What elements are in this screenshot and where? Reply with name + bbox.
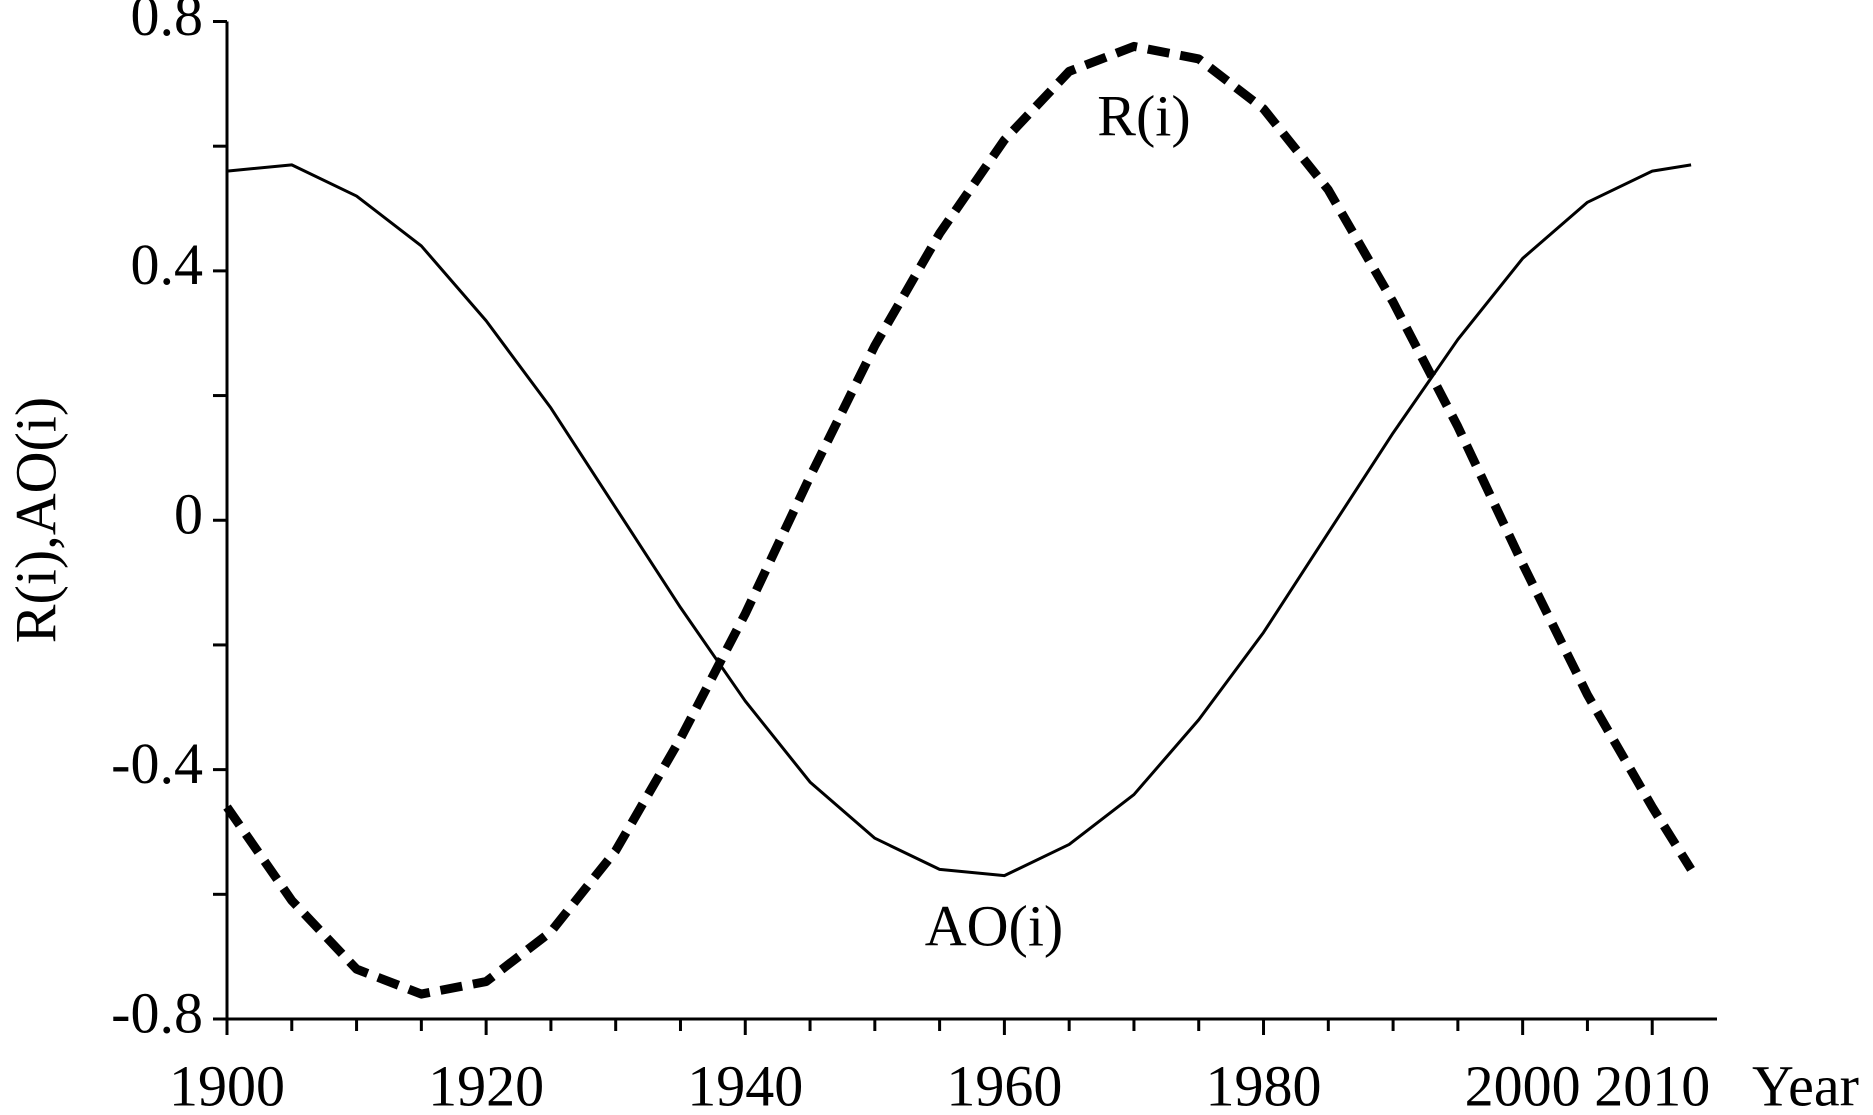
- x-axis-label: Year: [1752, 1053, 1859, 1115]
- x-tick-label: 1960: [946, 1053, 1062, 1115]
- y-tick-label: -0.8: [111, 980, 203, 1045]
- series-line: [223, 41, 1695, 999]
- y-tick-label: -0.4: [111, 731, 203, 796]
- series-label: AO(i): [925, 893, 1064, 958]
- x-tick-label: 1900: [169, 1053, 285, 1115]
- series-label: R(i): [1097, 83, 1190, 148]
- x-tick-label: 1940: [687, 1053, 803, 1115]
- y-tick-label: 0.8: [131, 0, 204, 48]
- x-tick-label: 1980: [1206, 1053, 1322, 1115]
- x-tick-label: 2000: [1465, 1053, 1581, 1115]
- y-tick-label: 0: [174, 482, 203, 547]
- series-line: [226, 163, 1692, 878]
- y-axis-label: R(i),AO(i): [3, 397, 68, 643]
- x-tick-label: 1920: [428, 1053, 544, 1115]
- y-tick-label: 0.4: [131, 232, 204, 297]
- x-tick-label: 2010: [1594, 1053, 1710, 1115]
